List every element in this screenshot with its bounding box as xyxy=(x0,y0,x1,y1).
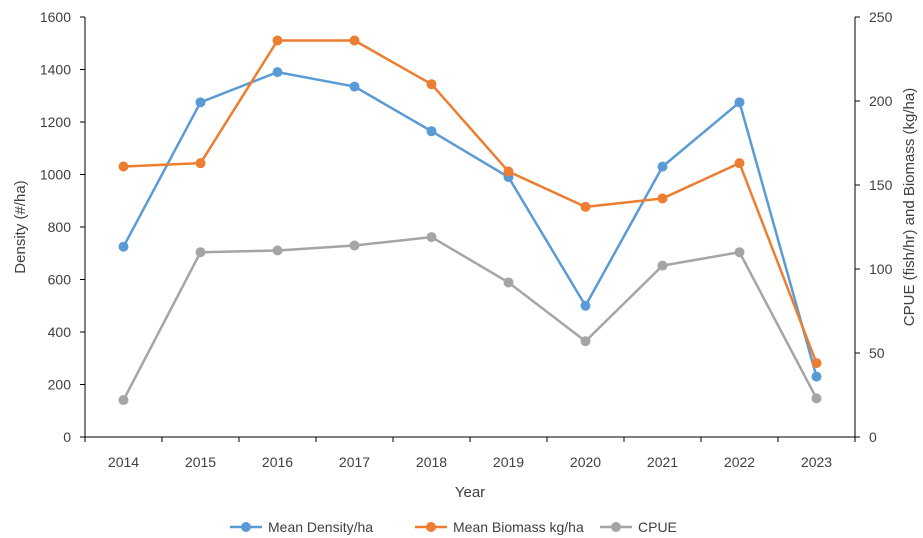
x-tick-label: 2018 xyxy=(416,454,447,470)
left-y-tick-label: 800 xyxy=(48,219,72,235)
left-y-tick-label: 400 xyxy=(48,324,72,340)
data-point-cpue xyxy=(118,395,129,406)
left-y-tick-label: 600 xyxy=(48,272,72,288)
data-point-mean-density-ha xyxy=(272,67,283,78)
x-tick-label: 2022 xyxy=(724,454,755,470)
data-point-mean-biomass-kg-ha xyxy=(503,166,514,177)
legend-marker-mean-density-ha xyxy=(241,522,251,532)
right-y-axis-title: CPUE (fish/hr) and Biomass (kg/ha) xyxy=(901,88,918,326)
x-tick-label: 2014 xyxy=(108,454,139,470)
data-point-cpue xyxy=(426,232,437,243)
data-point-mean-density-ha xyxy=(657,161,668,172)
data-point-cpue xyxy=(349,240,360,251)
data-point-mean-biomass-kg-ha xyxy=(118,161,129,172)
data-point-mean-density-ha xyxy=(734,97,745,108)
right-y-tick-label: 200 xyxy=(869,93,893,109)
data-point-mean-biomass-kg-ha xyxy=(195,158,206,169)
x-tick-label: 2020 xyxy=(570,454,601,470)
right-y-tick-label: 150 xyxy=(869,177,893,193)
legend-label-cpue: CPUE xyxy=(638,519,677,535)
right-y-tick-label: 50 xyxy=(869,345,885,361)
left-y-tick-label: 1400 xyxy=(40,62,71,78)
left-y-tick-label: 1000 xyxy=(40,167,71,183)
x-tick-label: 2017 xyxy=(339,454,370,470)
legend-label-mean-biomass-kg-ha: Mean Biomass kg/ha xyxy=(453,519,584,535)
left-y-ticks: 0 200 400 600 800 1000 1200 1400 1600 xyxy=(40,9,85,445)
data-point-mean-biomass-kg-ha xyxy=(811,358,822,369)
left-y-axis-title: Density (#/ha) xyxy=(12,180,29,273)
x-tick-label: 2015 xyxy=(185,454,216,470)
data-point-mean-biomass-kg-ha xyxy=(426,79,437,90)
data-point-mean-density-ha xyxy=(811,371,822,382)
legend: Mean Density/ha Mean Biomass kg/ha CPUE xyxy=(230,519,677,535)
data-point-cpue xyxy=(272,245,283,256)
series-line-mean-density-ha xyxy=(122,70,818,377)
right-y-ticks: 0 50 100 150 200 250 xyxy=(855,9,893,445)
right-y-tick-label: 250 xyxy=(869,9,893,25)
data-point-cpue xyxy=(503,277,514,288)
data-point-cpue xyxy=(580,336,591,347)
left-y-tick-label: 1600 xyxy=(40,9,71,25)
left-y-tick-label: 200 xyxy=(48,377,72,393)
data-point-cpue xyxy=(657,260,668,271)
series-line-cpue xyxy=(122,235,818,401)
axes xyxy=(84,17,856,438)
legend-marker-cpue xyxy=(611,522,621,532)
data-point-mean-density-ha xyxy=(426,126,437,137)
data-point-mean-density-ha xyxy=(580,300,591,311)
data-point-mean-biomass-kg-ha xyxy=(272,35,283,46)
left-y-tick-label: 0 xyxy=(63,429,71,445)
data-point-mean-density-ha xyxy=(118,241,129,252)
left-y-tick-label: 1200 xyxy=(40,114,71,130)
x-ticks: 2014 2015 2016 2017 2018 2019 2020 2021 2022 2023 xyxy=(84,437,856,470)
data-point-mean-biomass-kg-ha xyxy=(580,201,591,212)
legend-label-mean-density-ha: Mean Density/ha xyxy=(268,519,373,535)
data-point-cpue xyxy=(734,247,745,258)
right-y-tick-label: 100 xyxy=(869,261,893,277)
data-point-mean-biomass-kg-ha xyxy=(734,158,745,169)
data-point-cpue xyxy=(811,393,822,404)
x-tick-label: 2021 xyxy=(647,454,678,470)
right-y-tick-label: 0 xyxy=(869,429,877,445)
legend-marker-mean-biomass-kg-ha xyxy=(426,522,436,532)
data-point-mean-biomass-kg-ha xyxy=(657,193,668,204)
data-point-cpue xyxy=(195,247,206,258)
x-axis-title: Year xyxy=(455,484,485,501)
x-tick-label: 2019 xyxy=(493,454,524,470)
series-layer xyxy=(118,35,822,406)
series-line-mean-biomass-kg-ha xyxy=(123,39,818,364)
x-tick-label: 2023 xyxy=(801,454,832,470)
data-point-mean-density-ha xyxy=(195,97,206,108)
x-tick-label: 2016 xyxy=(262,454,293,470)
data-point-mean-biomass-kg-ha xyxy=(349,35,360,46)
data-point-mean-density-ha xyxy=(349,81,360,92)
